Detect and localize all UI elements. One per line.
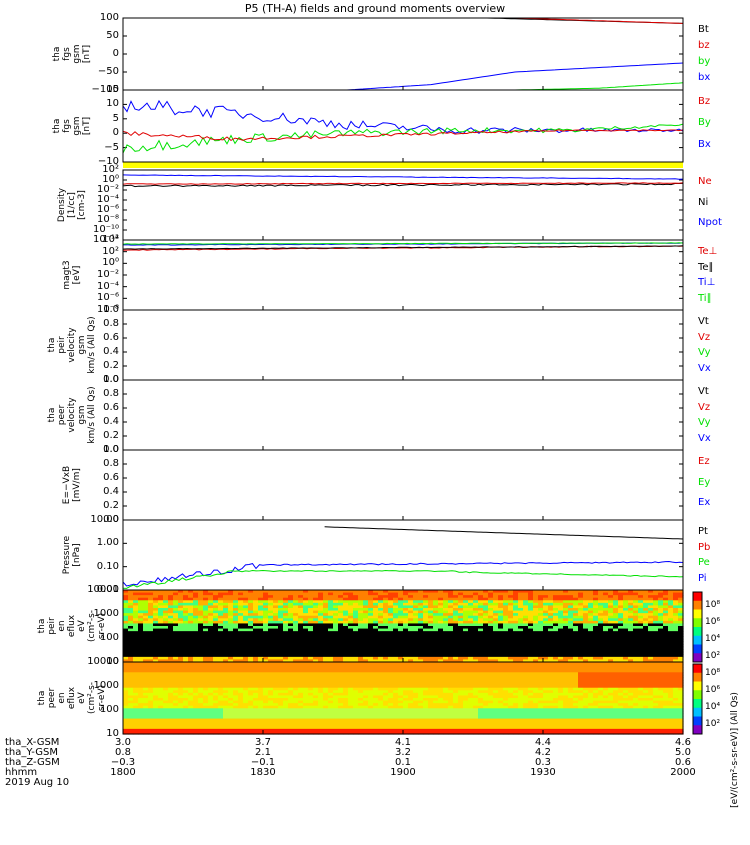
quality-flag-bar <box>123 162 683 168</box>
